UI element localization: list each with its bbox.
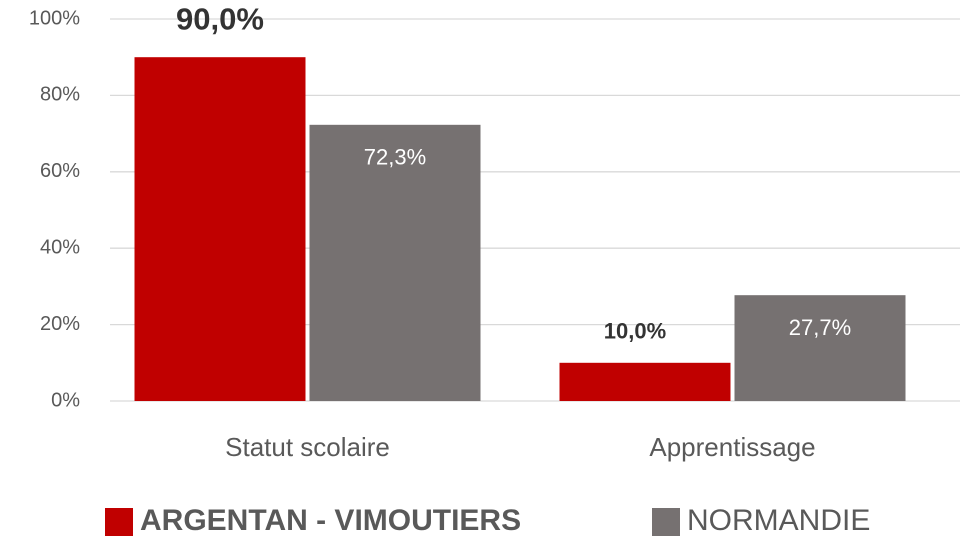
y-tick-label: 0% [51,389,80,411]
legend-label: NORMANDIE [687,504,870,536]
bar [134,57,306,401]
y-tick-label: 60% [40,160,80,182]
data-label: 10,0% [604,319,666,344]
bar [559,362,731,401]
data-label: 72,3% [364,145,426,170]
bar [734,295,906,401]
x-tick-label: Statut scolaire [225,432,390,462]
legend-swatch [105,508,133,536]
legend-swatch [652,508,680,536]
bar [309,124,481,402]
data-label: 90,0% [176,1,264,36]
y-tick-label: 100% [29,7,80,29]
legend-label: ARGENTAN - VIMOUTIERS [140,504,521,536]
y-tick-label: 40% [40,236,80,258]
data-label: 27,7% [789,315,851,340]
x-tick-label: Apprentissage [649,432,815,462]
y-tick-label: 80% [40,84,80,106]
y-tick-label: 20% [40,313,80,335]
